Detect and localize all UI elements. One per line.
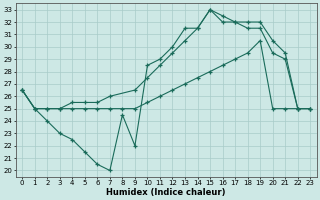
X-axis label: Humidex (Indice chaleur): Humidex (Indice chaleur) <box>107 188 226 197</box>
